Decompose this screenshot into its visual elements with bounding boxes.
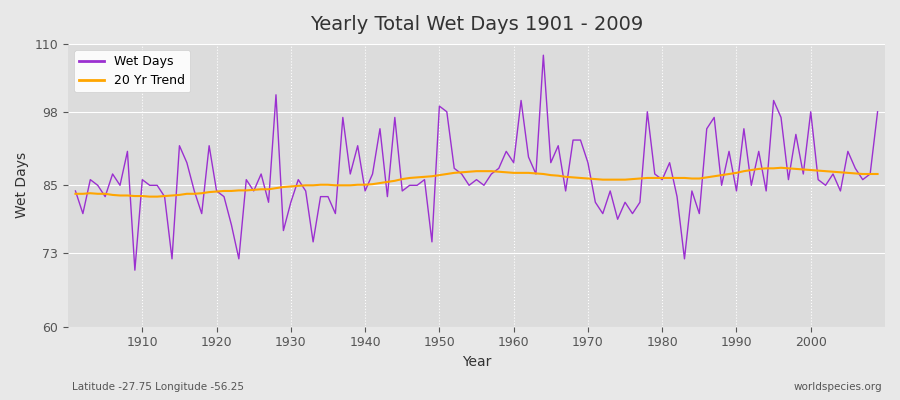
20 Yr Trend [130, 194, 140, 198]
Wet Days [137, 177, 148, 182]
Wet Days [538, 53, 549, 58]
Line: 20 Yr Trend: 20 Yr Trend [76, 168, 878, 197]
Wet Days [70, 188, 81, 193]
20 Yr Trend [144, 194, 155, 199]
Y-axis label: Wet Days: Wet Days [15, 152, 29, 218]
Legend: Wet Days, 20 Yr Trend: Wet Days, 20 Yr Trend [75, 50, 190, 92]
20 Yr Trend [776, 165, 787, 170]
20 Yr Trend [70, 191, 81, 196]
20 Yr Trend [605, 177, 616, 182]
20 Yr Trend [508, 170, 519, 175]
Wet Days [130, 268, 140, 272]
20 Yr Trend [301, 183, 311, 188]
20 Yr Trend [516, 170, 526, 175]
Title: Yearly Total Wet Days 1901 - 2009: Yearly Total Wet Days 1901 - 2009 [310, 15, 644, 34]
Text: worldspecies.org: worldspecies.org [794, 382, 882, 392]
Wet Days [516, 98, 526, 103]
Wet Days [872, 109, 883, 114]
20 Yr Trend [872, 172, 883, 176]
Text: Latitude -27.75 Longitude -56.25: Latitude -27.75 Longitude -56.25 [72, 382, 244, 392]
Wet Days [508, 160, 519, 165]
X-axis label: Year: Year [462, 355, 491, 369]
20 Yr Trend [345, 183, 356, 188]
Wet Days [612, 217, 623, 222]
Wet Days [301, 188, 311, 193]
Wet Days [345, 172, 356, 176]
Line: Wet Days: Wet Days [76, 55, 878, 270]
